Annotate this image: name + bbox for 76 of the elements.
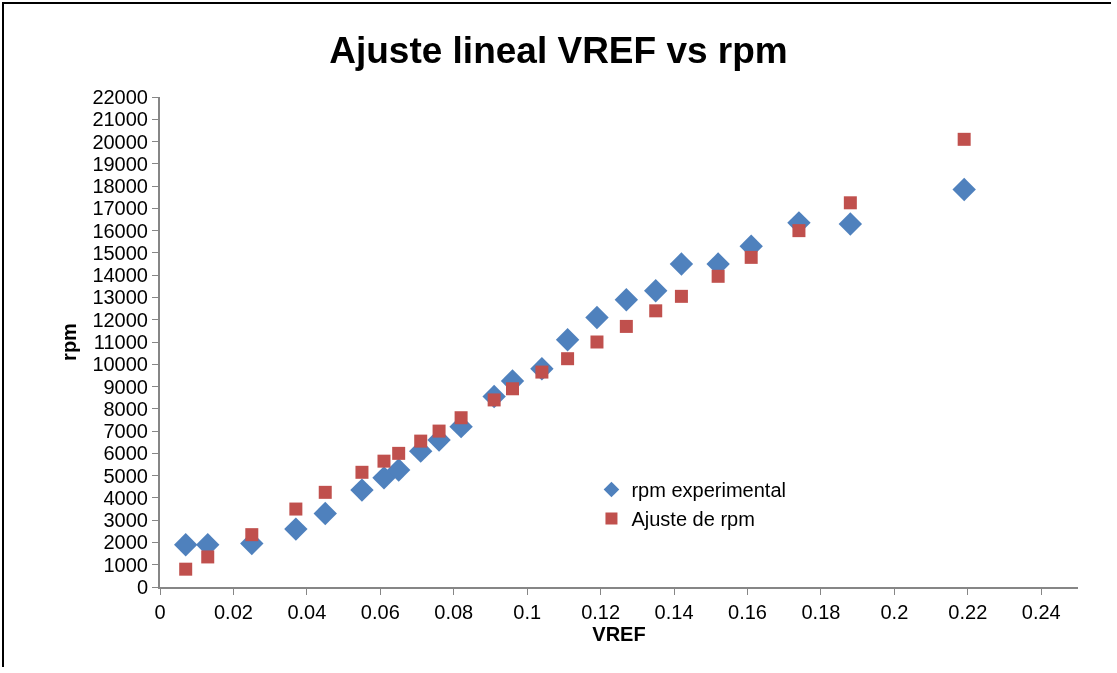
point — [174, 532, 198, 557]
x-tick-label: 0.04 — [287, 601, 327, 623]
y-tick-label: 22000 — [92, 86, 148, 108]
point — [669, 252, 694, 276]
y-tick-label: 7000 — [103, 420, 148, 443]
point — [585, 305, 609, 330]
x-tick-label: 0.14 — [654, 601, 694, 623]
y-tick-label: 2000 — [103, 531, 148, 554]
point — [614, 287, 639, 312]
point — [792, 224, 806, 238]
y-tick-label: 20000 — [92, 130, 148, 153]
point — [377, 454, 391, 468]
point — [414, 434, 428, 448]
point — [179, 562, 193, 576]
point — [318, 485, 332, 499]
y-tick-label: 6000 — [103, 442, 148, 465]
point — [506, 382, 520, 396]
y-tick-label: 13000 — [92, 286, 148, 309]
y-tick-label: 11000 — [93, 331, 148, 353]
y-tick-label: 1000 — [103, 553, 148, 576]
y-tick-label: 0 — [136, 576, 148, 598]
x-tick-label: 0.12 — [581, 601, 621, 623]
x-tick-label: 0.1 — [513, 601, 542, 623]
point — [744, 250, 758, 264]
y-tick-label: 15000 — [92, 241, 148, 264]
point — [350, 478, 374, 502]
point — [372, 466, 396, 490]
y-tick-label: 14000 — [92, 264, 148, 287]
point — [649, 304, 663, 318]
point — [284, 517, 308, 541]
point — [957, 132, 971, 146]
point — [838, 212, 863, 236]
y-tick-label: 4000 — [103, 486, 148, 509]
x-axis-title: VREF — [592, 623, 646, 645]
y-axis-title: rpm — [58, 323, 81, 361]
x-tick-label: 0.06 — [360, 601, 400, 623]
x-tick-label: 0.16 — [728, 601, 767, 623]
point — [245, 528, 259, 542]
point — [392, 446, 406, 460]
x-tick-label: 0.02 — [213, 601, 253, 623]
point — [590, 335, 604, 349]
point — [289, 502, 303, 516]
x-tick-label: 0.22 — [948, 601, 988, 623]
y-tick-label: 21000 — [92, 108, 148, 131]
chart-title: Ajuste lineal VREF vs rpm — [329, 30, 788, 72]
x-tick-label: 0.08 — [434, 601, 474, 623]
y-tick-label: 3000 — [103, 509, 148, 532]
point — [555, 328, 580, 352]
point — [355, 465, 369, 479]
point — [843, 196, 857, 210]
y-tick-label: 16000 — [92, 219, 148, 242]
point — [386, 458, 411, 482]
point — [644, 279, 668, 303]
legend-label: Ajuste de rpm — [631, 508, 755, 531]
point — [201, 550, 215, 564]
y-tick-label: 5000 — [103, 464, 148, 487]
y-tick-label: 19000 — [92, 152, 148, 175]
y-tick-label: 18000 — [92, 175, 148, 198]
legend-label: rpm experimental — [631, 479, 786, 502]
point — [619, 319, 633, 333]
point — [454, 411, 468, 425]
y-tick-label: 10000 — [92, 353, 148, 376]
point — [952, 177, 976, 202]
point — [432, 424, 446, 438]
point — [313, 501, 337, 526]
y-tick-label: 9000 — [103, 375, 148, 398]
y-tick-label: 8000 — [103, 397, 148, 420]
point — [674, 289, 688, 303]
point — [711, 269, 725, 283]
x-tick-label: 0 — [154, 601, 166, 623]
x-tick-label: 0.24 — [1021, 601, 1061, 623]
y-tick-label: 17000 — [92, 197, 148, 220]
y-tick-label: 12000 — [92, 308, 148, 331]
x-tick-label: 0.18 — [801, 601, 841, 623]
x-tick-label: 0.2 — [880, 601, 909, 623]
point — [561, 352, 575, 366]
